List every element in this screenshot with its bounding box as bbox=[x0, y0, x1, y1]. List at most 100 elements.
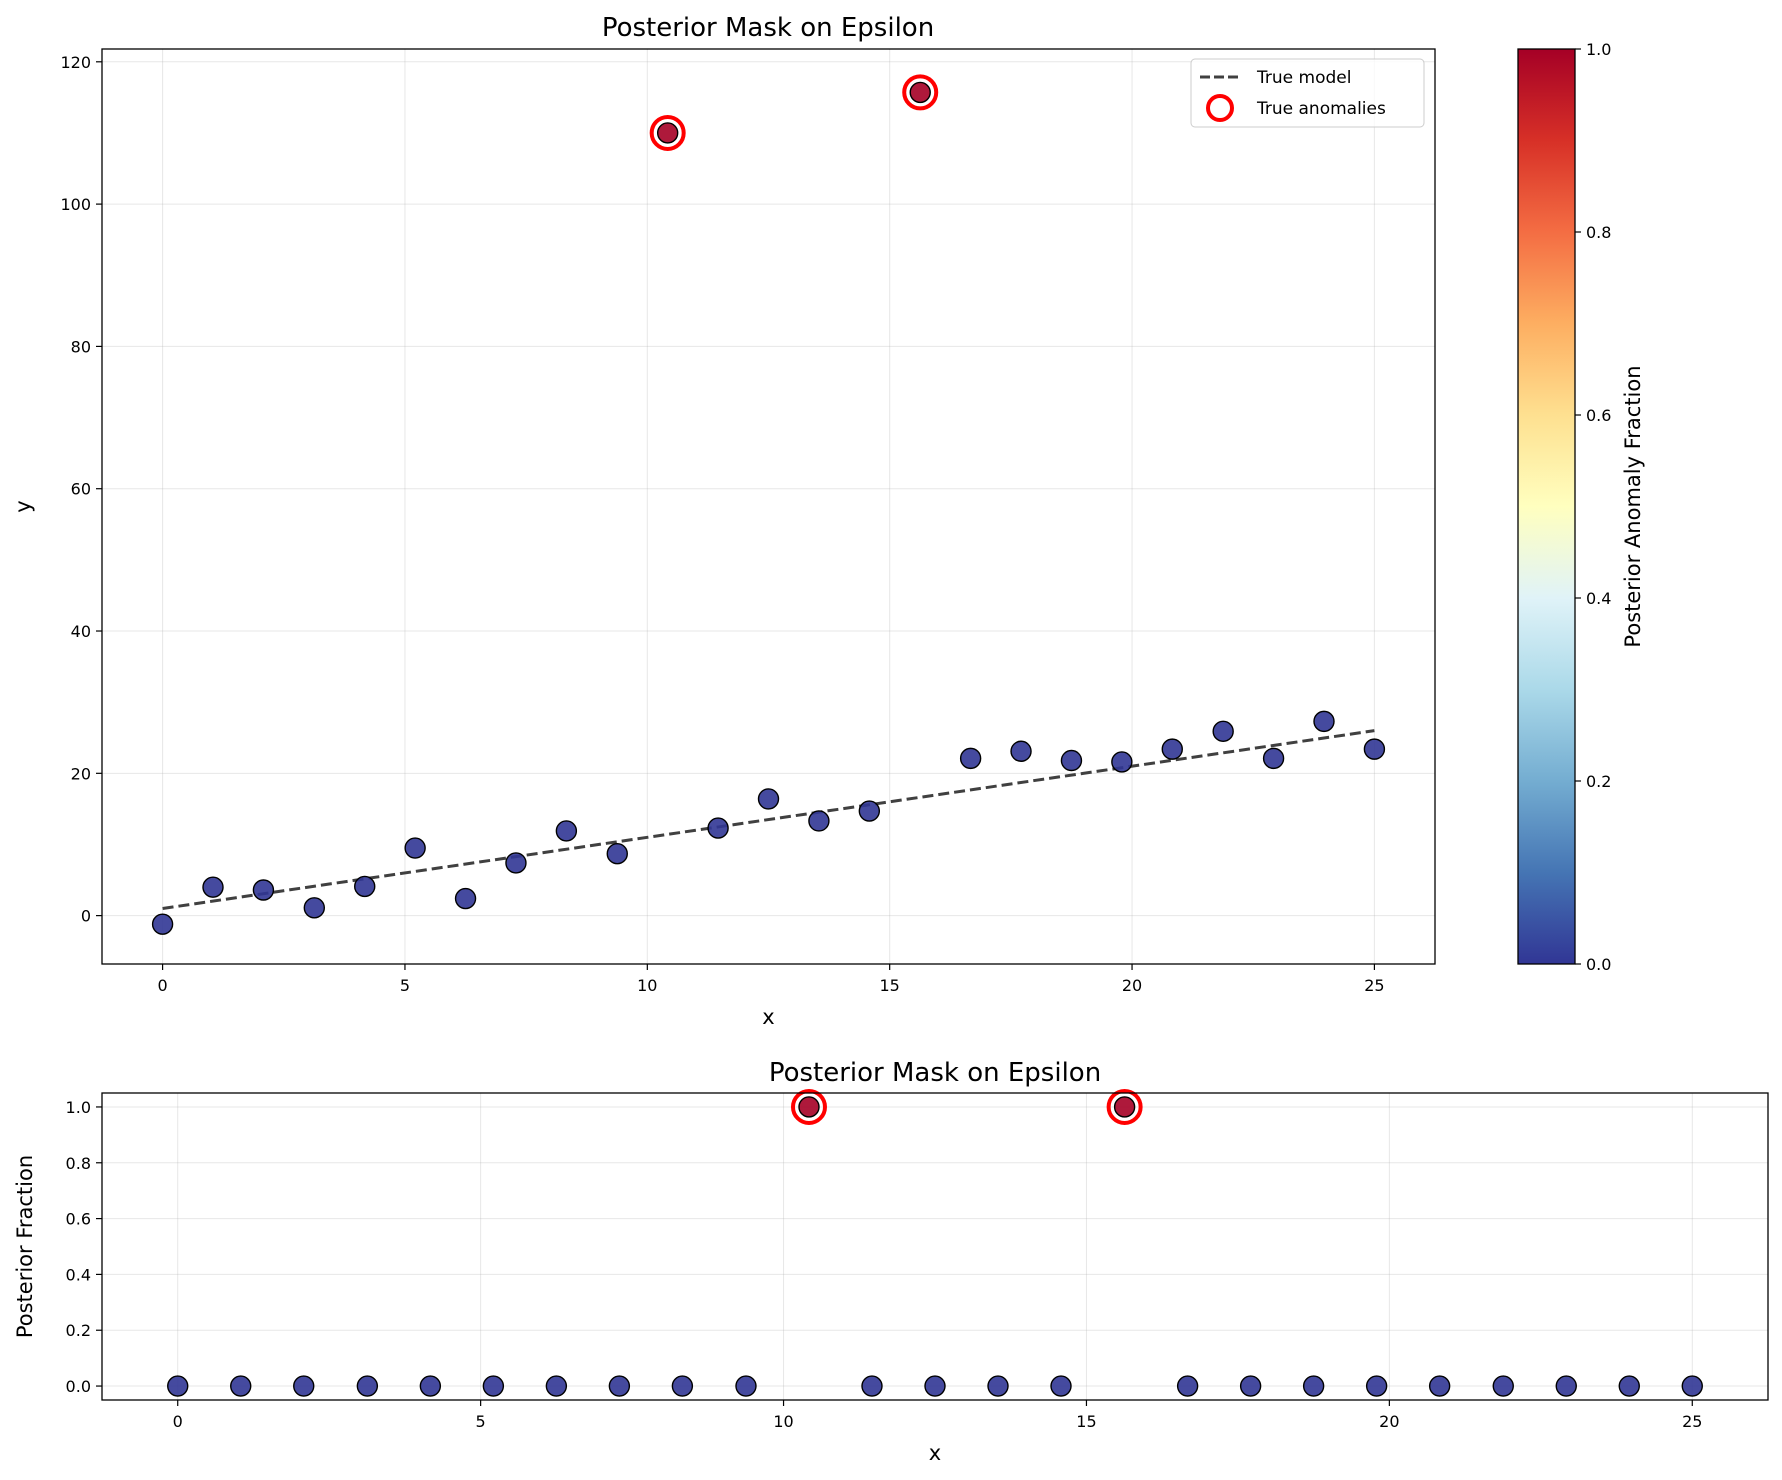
data-point bbox=[1010, 740, 1032, 762]
anomaly-point bbox=[656, 122, 679, 144]
x-tick-label: 20 bbox=[1379, 1412, 1399, 1431]
top-x-axis-label: x bbox=[762, 1005, 774, 1029]
x-tick-label: 10 bbox=[637, 976, 657, 995]
legend: True model True anomalies bbox=[1190, 58, 1425, 128]
data-point bbox=[959, 747, 982, 770]
data-point bbox=[1050, 1375, 1072, 1397]
colorbar-tick-label: 1.0 bbox=[1586, 40, 1611, 59]
data-point bbox=[1176, 1375, 1199, 1397]
data-point bbox=[671, 1375, 694, 1397]
anomaly-point bbox=[1113, 1096, 1136, 1118]
x-tick-label: 10 bbox=[773, 1412, 793, 1431]
anomaly-point bbox=[909, 81, 931, 104]
data-point bbox=[1060, 749, 1083, 772]
anomaly-point bbox=[798, 1096, 820, 1118]
x-tick-label: 0 bbox=[157, 976, 167, 995]
legend-anomaly-swatch bbox=[1206, 94, 1234, 122]
y-tick-label: 20 bbox=[71, 764, 91, 783]
data-point bbox=[1239, 1375, 1262, 1397]
true-model-line bbox=[162, 729, 1375, 910]
data-point bbox=[1363, 738, 1386, 760]
data-point bbox=[924, 1375, 946, 1397]
bottom-plot-title: Posterior Mask on Epsilon bbox=[769, 1058, 1101, 1088]
legend-true-model: True model bbox=[1256, 68, 1351, 88]
top-plot-title: Posterior Mask on Epsilon bbox=[602, 13, 934, 43]
data-point bbox=[1428, 1375, 1451, 1397]
data-point bbox=[1161, 738, 1183, 760]
top-grid bbox=[102, 49, 1435, 964]
x-tick-label: 5 bbox=[400, 976, 410, 995]
data-point bbox=[1618, 1375, 1640, 1397]
true-model-line-group bbox=[162, 729, 1375, 910]
anomaly-ring bbox=[790, 1088, 827, 1125]
data-point bbox=[293, 1375, 315, 1397]
legend-box bbox=[1190, 58, 1425, 128]
colorbar-tick-label: 0.8 bbox=[1586, 223, 1611, 242]
x-tick-label: 25 bbox=[1682, 1412, 1702, 1431]
top-tick-labels: 0 5 10 15 20 25 0 20 40 60 80 100 120 bbox=[60, 53, 1384, 995]
bottom-y-axis-label: Posterior Fraction bbox=[13, 1155, 37, 1338]
data-point bbox=[356, 1375, 379, 1397]
data-point bbox=[419, 1375, 442, 1397]
y-tick-label: 0 bbox=[81, 907, 91, 926]
data-point bbox=[757, 788, 780, 810]
y-tick-label: 0.2 bbox=[66, 1321, 91, 1340]
data-point bbox=[861, 1375, 883, 1397]
data-point bbox=[482, 1375, 505, 1397]
bottom-data-points bbox=[167, 1096, 1703, 1397]
main-scatter-plot: Posterior Mask on Epsilon 0 5 10 15 20 25 0 20 4… bbox=[11, 13, 1436, 1029]
bottom-axes-frame bbox=[101, 1092, 1769, 1401]
bottom-anomaly-rings bbox=[790, 1088, 1143, 1125]
y-tick-label: 0.6 bbox=[66, 1210, 91, 1229]
y-tick-label: 0.4 bbox=[66, 1265, 91, 1284]
data-point bbox=[707, 817, 729, 839]
anomaly-ring bbox=[902, 74, 939, 111]
top-anomaly-rings bbox=[649, 74, 939, 151]
bottom-tick-labels: 0 5 10 15 20 25 0.0 0.2 0.4 0.6 0.8 1.0 bbox=[66, 1098, 1703, 1431]
data-point bbox=[202, 876, 224, 898]
x-tick-label: 5 bbox=[476, 1412, 486, 1431]
y-tick-label: 120 bbox=[60, 53, 91, 72]
colorbar-gradient bbox=[1517, 48, 1576, 965]
data-point bbox=[555, 820, 578, 842]
data-point bbox=[1555, 1375, 1577, 1397]
x-tick-label: 15 bbox=[880, 976, 900, 995]
y-tick-label: 100 bbox=[60, 195, 91, 214]
colorbar-tick-label: 0.4 bbox=[1586, 589, 1611, 608]
data-point bbox=[1681, 1375, 1703, 1397]
data-point bbox=[808, 810, 830, 832]
y-tick-label: 80 bbox=[71, 337, 91, 356]
data-point bbox=[1302, 1375, 1325, 1397]
top-axes-frame bbox=[101, 48, 1436, 965]
x-tick-label: 25 bbox=[1364, 976, 1384, 995]
data-point bbox=[404, 837, 426, 859]
data-point bbox=[545, 1375, 568, 1397]
posterior-fraction-plot: Posterior Mask on Epsilon 0 5 10 15 20 250.00… bbox=[13, 1058, 1769, 1465]
y-tick-label: 60 bbox=[71, 480, 91, 499]
data-point bbox=[1111, 751, 1133, 773]
y-tick-label: 1.0 bbox=[66, 1098, 91, 1117]
colorbar-tick-label: 0.0 bbox=[1586, 955, 1611, 974]
colorbar-label: Posterior Anomaly Fraction bbox=[1621, 365, 1645, 647]
y-tick-label: 0.0 bbox=[66, 1377, 91, 1396]
data-point bbox=[354, 875, 376, 898]
data-point bbox=[252, 879, 275, 901]
top-y-axis-label: y bbox=[11, 500, 35, 512]
colorbar-tick-label: 0.6 bbox=[1586, 406, 1611, 425]
data-point bbox=[454, 887, 477, 910]
bottom-x-axis-label: x bbox=[929, 1441, 941, 1465]
y-tick-label: 40 bbox=[71, 622, 91, 641]
colorbar-tick-label: 0.2 bbox=[1586, 772, 1611, 791]
colorbar: 0.0 0.2 0.4 0.6 0.8 1.0 Posterior Anomaly Fra… bbox=[1517, 40, 1645, 974]
x-tick-label: 20 bbox=[1122, 976, 1142, 995]
data-point bbox=[987, 1375, 1009, 1397]
legend-true-anomalies: True anomalies bbox=[1256, 99, 1386, 119]
data-point bbox=[1365, 1375, 1388, 1397]
data-point bbox=[505, 852, 527, 874]
y-tick-label: 0.8 bbox=[66, 1154, 91, 1173]
data-point bbox=[858, 800, 881, 822]
anomaly-ring bbox=[1106, 1088, 1143, 1125]
data-point bbox=[1212, 720, 1234, 743]
data-point bbox=[606, 843, 628, 865]
